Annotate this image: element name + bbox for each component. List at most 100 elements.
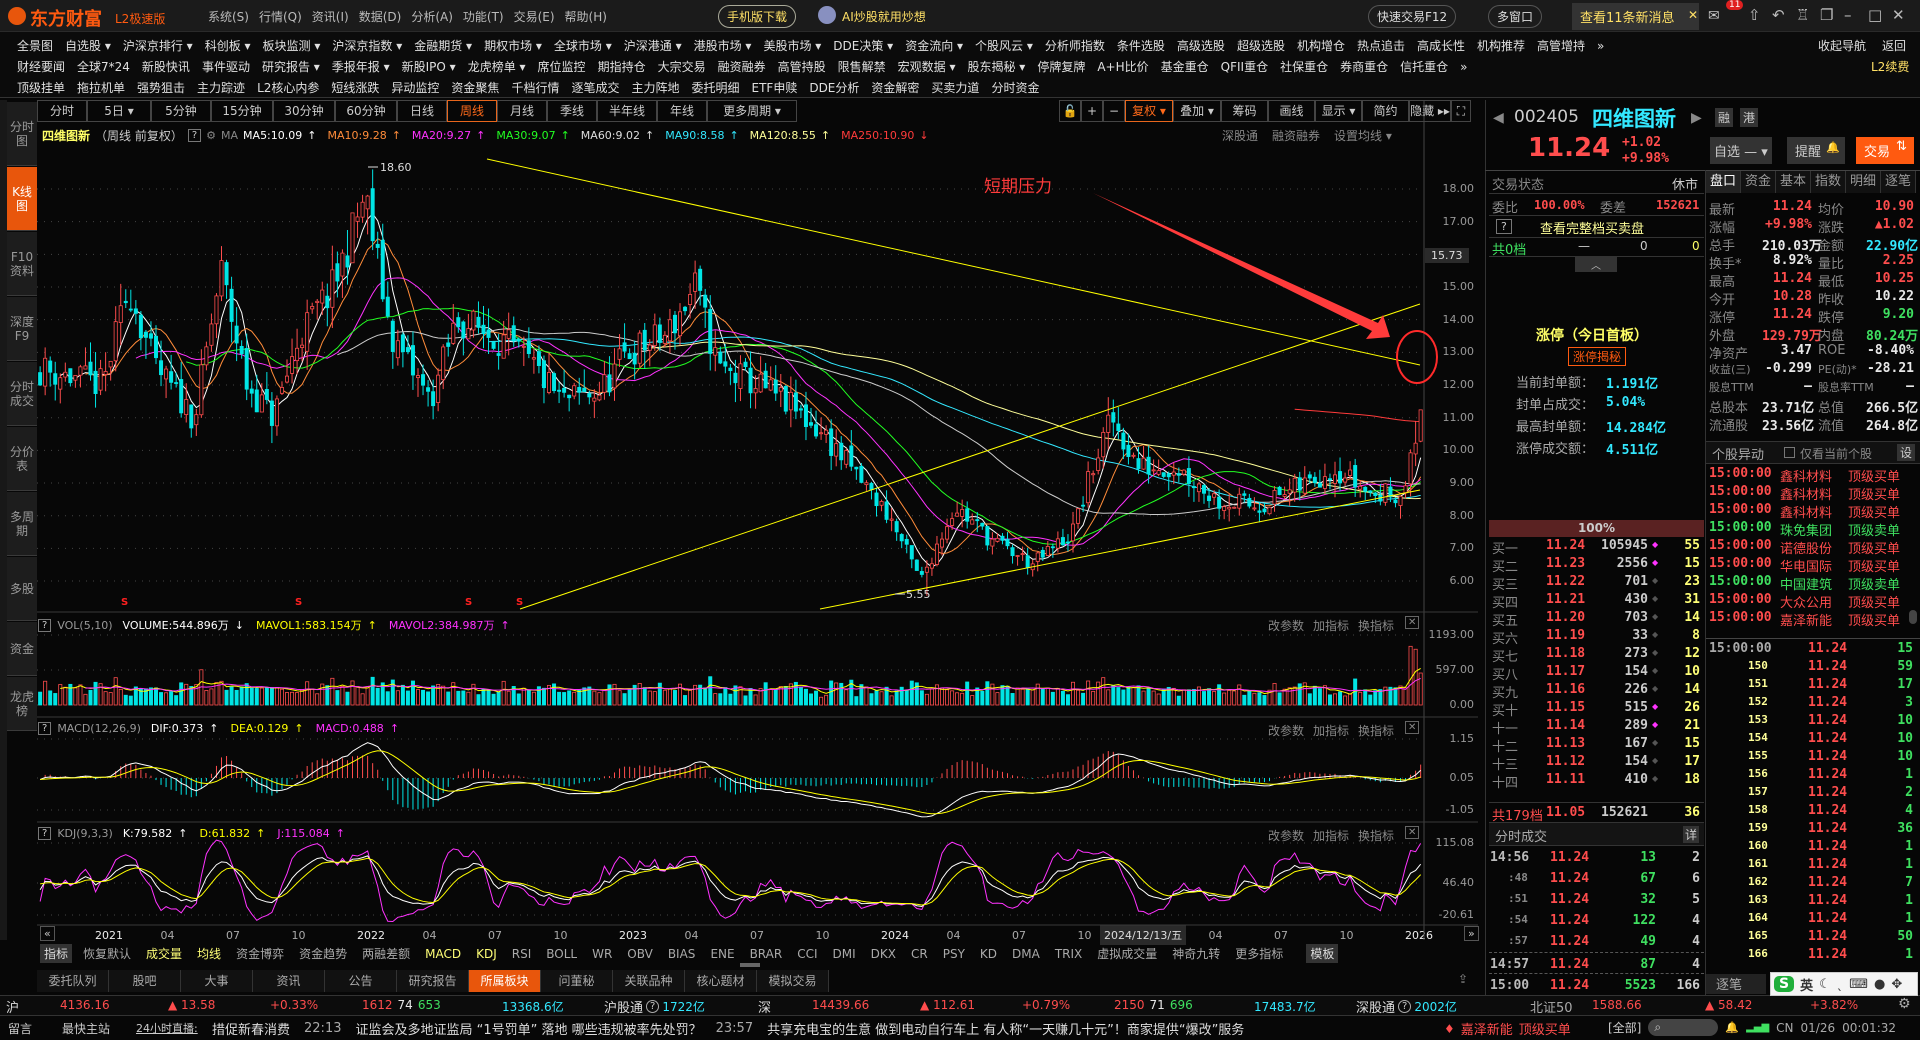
menu-item[interactable]: 资讯(I): [311, 10, 349, 24]
nav-item[interactable]: 分析师指数: [1044, 39, 1105, 53]
bottom-tab[interactable]: 公告: [325, 970, 397, 992]
news-item[interactable]: 共享充电宝的生意 做到电动自行车上 有人称“一天赚几十元”！商家提供“爆改”服务: [767, 1023, 1245, 1038]
menu-item[interactable]: 数据(D): [358, 10, 402, 24]
gear-icon[interactable]: ⚙: [206, 129, 217, 142]
nav-item[interactable]: 社保重仓: [1280, 60, 1329, 74]
nav-item[interactable]: 高管增持: [1537, 39, 1586, 53]
info-tab[interactable]: 指数: [1811, 171, 1846, 193]
messages-button[interactable]: 查看11条新消息: [1572, 3, 1699, 30]
sidebar-tab[interactable]: 多股: [7, 557, 37, 621]
indicator-tab[interactable]: PSY: [942, 946, 965, 961]
close-icon[interactable]: ✕: [1892, 6, 1905, 24]
nav-item[interactable]: 期指持仓: [597, 60, 646, 74]
indicator-tab[interactable]: ENE: [710, 946, 735, 961]
period-tab[interactable]: 周线: [447, 100, 497, 122]
nav-item[interactable]: 异动监控: [391, 81, 440, 95]
help-icon[interactable]: ?: [187, 129, 202, 142]
nav-item[interactable]: 逐笔成交: [571, 81, 620, 95]
indicator-help-icon[interactable]: ?: [38, 827, 52, 840]
news-item[interactable]: 22:13: [304, 1021, 342, 1036]
panel-action-button[interactable]: 换指标: [1358, 724, 1395, 738]
trades-tab[interactable]: 逐笔: [1706, 974, 1766, 994]
full-book-link[interactable]: 查看完整档买卖盘: [1540, 222, 1645, 237]
period-tab[interactable]: 半年线: [597, 100, 657, 122]
sidebar-tab[interactable]: 资金: [7, 622, 37, 676]
chart-link[interactable]: 融资融券: [1272, 129, 1321, 143]
nav-item[interactable]: 高成长性: [1416, 39, 1465, 53]
scroll-left-button[interactable]: «: [40, 926, 55, 941]
nav-item[interactable]: 机构推荐: [1477, 39, 1526, 53]
bottom-tab[interactable]: 关联品种: [613, 970, 685, 992]
mobile-download-button[interactable]: 手机版下载: [718, 5, 797, 28]
indicator-tab[interactable]: 均线: [197, 947, 222, 961]
close-panel-icon[interactable]: ✕: [1405, 721, 1420, 734]
trade-button[interactable]: 交易: [1856, 137, 1915, 164]
chart-tool-button[interactable]: 显示 ▾: [1315, 100, 1362, 122]
nav-item[interactable]: DDE决策 ▾: [833, 39, 894, 53]
mail-icon[interactable]: ✉: [1708, 8, 1720, 24]
indicator-tab[interactable]: 资金博弈: [236, 947, 285, 961]
indicator-tab[interactable]: 更多指标: [1235, 947, 1284, 961]
nav-item[interactable]: 信托重仓: [1400, 60, 1449, 74]
nav-item[interactable]: 研究报告 ▾: [261, 60, 320, 74]
nav-item[interactable]: 条件选股: [1116, 39, 1165, 53]
indicator-tab[interactable]: KDJ: [476, 946, 497, 961]
nav-item[interactable]: 全景图: [17, 39, 54, 53]
nav-item[interactable]: 买卖力道: [931, 81, 980, 95]
nav-item[interactable]: 分时资金: [991, 81, 1040, 95]
expand-book-button[interactable]: ︿: [1575, 257, 1617, 272]
bottom-tab[interactable]: 研究报告: [397, 970, 469, 992]
period-tab[interactable]: 更多周期 ▾: [707, 100, 797, 122]
sidebar-tab[interactable]: 龙虎榜: [7, 677, 37, 731]
sidebar-tab[interactable]: 分价表: [7, 427, 37, 491]
chart-link[interactable]: 设置均线 ▾: [1334, 129, 1392, 143]
panel-action-button[interactable]: 改参数: [1268, 829, 1305, 843]
indicator-tab[interactable]: DKX: [870, 946, 896, 961]
panel-action-button[interactable]: 加指标: [1313, 619, 1350, 633]
nav-item[interactable]: 新股快讯: [141, 60, 190, 74]
zoom-in-button[interactable]: +: [1081, 100, 1103, 122]
indicator-tab[interactable]: WR: [592, 946, 613, 961]
indicator-tab[interactable]: 模板: [1306, 944, 1339, 963]
nav-item[interactable]: 委托明细: [691, 81, 740, 95]
indicator-tab[interactable]: TRIX: [1054, 946, 1083, 961]
nav-item[interactable]: 季报年报 ▾: [331, 60, 390, 74]
nav-item[interactable]: 机构增仓: [1296, 39, 1345, 53]
nav-item[interactable]: 股东揭秘 ▾: [967, 60, 1026, 74]
fastest-server-button[interactable]: 最快主站: [62, 1022, 111, 1036]
info-tab[interactable]: 基本: [1776, 171, 1811, 193]
nav-item[interactable]: 主力阵地: [631, 81, 680, 95]
alert-stock[interactable]: 中国建筑: [1780, 578, 1833, 593]
punctuation-icon[interactable]: ˎ: [1836, 976, 1844, 992]
maximize-icon[interactable]: □: [1868, 6, 1883, 24]
bottom-tab[interactable]: 股吧: [109, 970, 181, 992]
sidebar-tab[interactable]: 深度F9: [7, 297, 37, 361]
close-panel-icon[interactable]: ✕: [1405, 616, 1420, 629]
indicator-tab[interactable]: RSI: [511, 946, 532, 961]
undo-icon[interactable]: ↶: [1772, 6, 1785, 24]
sidebar-tab[interactable]: 分时成交: [7, 362, 37, 426]
nav-item[interactable]: 全球市场 ▾: [553, 39, 612, 53]
help-icon[interactable]: ?: [1398, 1000, 1412, 1013]
nav-item[interactable]: 事件驱动: [201, 60, 250, 74]
nav-item[interactable]: 资金流向 ▾: [905, 39, 964, 53]
nav-item[interactable]: 板块监测 ▾: [262, 39, 321, 53]
indicator-help-icon[interactable]: ?: [38, 722, 52, 735]
nav-item[interactable]: 自选股 ▾: [65, 39, 111, 53]
upload-icon[interactable]: ⇪: [1458, 972, 1469, 986]
nav-item[interactable]: A+H比价: [1097, 60, 1149, 74]
nav-item[interactable]: 停牌复牌: [1037, 60, 1086, 74]
nav-item[interactable]: 沪深京指数 ▾: [332, 39, 403, 53]
news-item[interactable]: 证监会及多地证监局 “1号罚单” 落地 哪些违规被率先处罚？: [355, 1023, 702, 1038]
indicator-tab[interactable]: BIAS: [667, 946, 696, 961]
indicator-help-icon[interactable]: ?: [38, 618, 52, 632]
period-tab[interactable]: 60分钟: [335, 100, 397, 122]
indicator-tab[interactable]: 恢复默认: [83, 947, 132, 961]
nav-item[interactable]: »: [1460, 59, 1468, 74]
apps-icon[interactable]: ✥: [1891, 976, 1903, 992]
bottom-tab[interactable]: 问董秘: [541, 970, 613, 992]
chart-tool-button[interactable]: 叠加 ▾: [1173, 100, 1221, 122]
indicator-tab[interactable]: 成交量: [146, 947, 183, 961]
bottom-tab[interactable]: 大事: [181, 970, 253, 992]
indicator-tab[interactable]: 指标: [40, 944, 73, 963]
